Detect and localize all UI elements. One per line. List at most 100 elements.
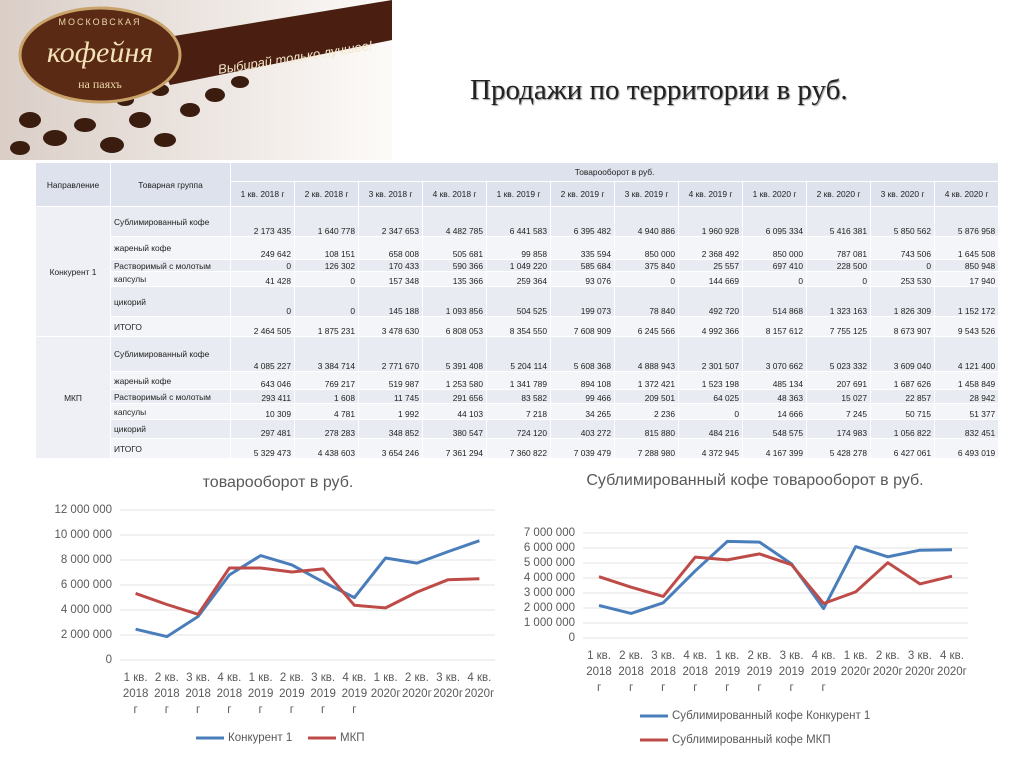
y-tick-label: 6 000 000 [523,542,575,554]
value-cell: 209 501 [614,389,679,404]
value-cell: 2 236 [614,403,679,420]
value-cell: 278 283 [294,419,359,439]
value-cell: 0 [870,259,935,272]
value-cell: 64 025 [678,389,743,404]
x-tick-label: 3 кв. 2019 г [778,650,805,694]
value-cell: 8 157 612 [742,316,807,337]
y-tick-label: 6 000 000 [60,579,112,591]
value-cell: 548 575 [742,419,807,439]
product-cell: капсулы [110,403,231,420]
x-tick-label: 3 кв. 2020г [433,672,464,700]
value-cell: 207 691 [806,371,871,390]
value-cell: 6 493 019 [933,438,1000,459]
x-tick-label: 1 кв. 2019 г [714,650,741,694]
value-cell: 658 008 [358,236,423,260]
value-cell: 5 204 114 [486,336,551,372]
value-cell: 291 656 [422,389,487,404]
table-row: жареный кофе 249 642 108 151 658 008 505 681… [36,236,1000,260]
x-tick-label: 4 кв. 2020г [464,672,495,700]
value-cell: 1 049 220 [486,259,551,272]
value-cell: 99 466 [550,389,615,404]
value-cell: 5 329 473 [230,438,295,459]
value-cell: 697 410 [742,259,807,272]
value-cell: 5 023 332 [806,336,871,372]
value-cell: 4 482 785 [422,206,487,237]
x-tick-label: 2 кв. 2019 г [279,672,305,716]
value-cell: 3 070 662 [742,336,807,372]
slide-title: Продажи по территории в руб. [470,74,848,106]
value-cell: 1 645 508 [933,236,1000,260]
value-cell: 22 857 [870,389,935,404]
value-cell: 170 433 [358,259,423,272]
product-cell: цикорий [110,419,231,439]
logo-name: кофейня [47,36,153,69]
header-cell: Товарная группа [110,162,231,207]
value-cell: 1 875 231 [294,316,359,337]
x-tick-label: 1 кв. 2018 г [586,650,612,694]
x-tick-label: 1 кв. 2020г [840,650,871,678]
logo-bottom: на паяхъ [78,77,122,91]
y-tick-label: 0 [568,632,575,644]
value-cell: 519 987 [358,371,423,390]
table-row: капсулы 10 309 4 781 1 992 44 103 7 218 34 265… [36,403,1000,420]
value-cell: 6 441 583 [486,206,551,237]
value-cell: 743 506 [870,236,935,260]
value-cell: 7 361 294 [422,438,487,459]
value-cell: 7 755 125 [806,316,871,337]
group-cell: Конкурент 1 [35,206,111,337]
group-cell: МКП [35,336,111,459]
chart-title: товарооборот в руб. [202,474,354,491]
period-cell: 1 кв. 2019 г [486,181,551,207]
product-cell: ИТОГО [110,438,231,459]
y-tick-label: 12 000 000 [54,504,112,516]
table-row: жареный кофе 643 046 769 217 519 987 1 253 5… [36,371,1000,390]
value-cell: 832 451 [933,419,1000,439]
table-row: Конкурент 1 Сублимированный кофе 2 173 435… [35,206,1000,337]
value-cell: 17 940 [933,271,1000,287]
x-tick-label: 2 кв. 2020г [872,650,903,678]
sales-table: Направление Товарная группа Товарооборот в… [35,162,1000,459]
table-row: цикорий 297 481 278 283 348 852 380 547 724 1… [36,419,1000,439]
value-cell: 174 983 [806,419,871,439]
value-cell: 4 940 886 [614,206,679,237]
x-tick-label: 1 кв. 2020г [370,672,401,700]
value-cell: 1 826 309 [870,286,935,317]
header-cell: Направление [35,162,111,207]
value-cell: 14 666 [742,403,807,420]
period-cell: 2 кв. 2020 г [806,181,871,207]
x-tick-label: 3 кв. 2020г [904,650,935,678]
value-cell: 99 858 [486,236,551,260]
legend-label: Сублимированный кофе Конкурент 1 [672,710,871,722]
y-tick-label: 2 000 000 [523,602,575,614]
value-cell: 5 391 408 [422,336,487,372]
table-row: Растворимый с молотым 293 411 1 608 11 745 2… [36,389,1000,404]
value-cell: 1 341 789 [486,371,551,390]
value-cell: 1 523 198 [678,371,743,390]
value-cell: 51 377 [933,403,1000,420]
value-cell: 375 840 [614,259,679,272]
value-cell: 6 808 053 [422,316,487,337]
x-tick-label: 4 кв. 2019 г [341,672,368,716]
period-cell: 2 кв. 2018 г [294,181,359,207]
value-cell: 0 [230,259,295,272]
value-cell: 4 121 400 [933,336,1000,372]
value-cell: 1 323 163 [806,286,871,317]
period-cell: 4 кв. 2020 г [933,181,1000,207]
value-cell: 8 354 550 [486,316,551,337]
x-tick-label: 4 кв. 2019 г [810,650,837,694]
value-cell: 1 152 172 [933,286,1000,317]
series-line [135,539,480,639]
value-cell: 1 992 [358,403,423,420]
legend-label: МКП [340,732,365,744]
value-cell: 484 216 [678,419,743,439]
product-cell: ИТОГО [110,316,231,337]
x-tick-label: 4 кв. 2020г [937,650,967,678]
value-cell: 769 217 [294,371,359,390]
value-cell: 590 366 [422,259,487,272]
y-tick-label: 4 000 000 [60,604,112,616]
